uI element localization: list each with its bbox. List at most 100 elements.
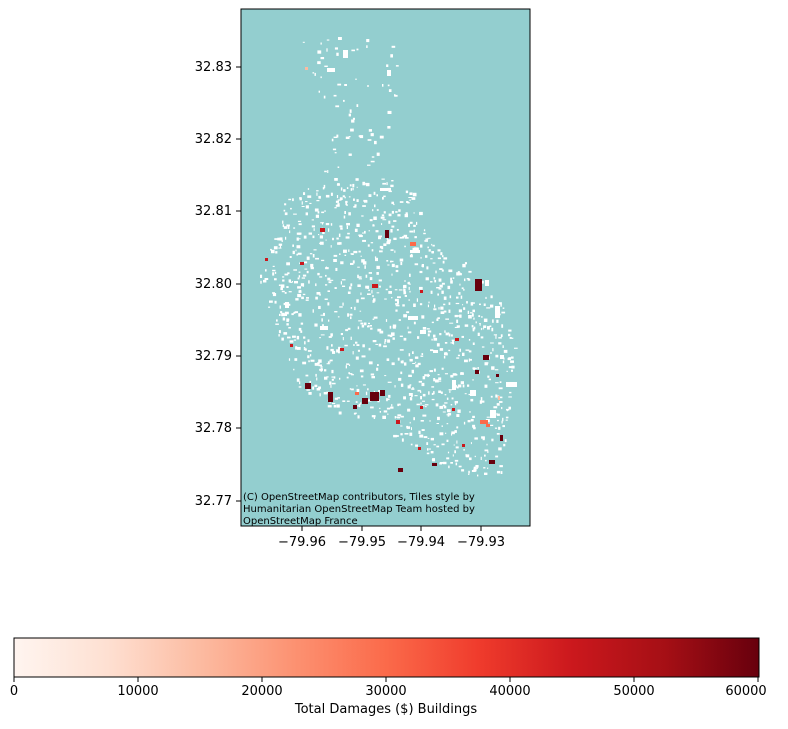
building	[408, 197, 413, 198]
building	[324, 369, 327, 372]
building	[415, 247, 419, 251]
building	[471, 325, 474, 328]
building	[443, 405, 447, 409]
building	[393, 327, 396, 329]
building	[439, 348, 444, 351]
y-tick-label: 32.78	[195, 421, 232, 436]
building	[486, 307, 491, 309]
building	[315, 296, 318, 300]
building	[305, 201, 308, 203]
building	[496, 470, 501, 474]
building	[364, 322, 367, 326]
building	[350, 283, 353, 287]
building	[436, 287, 440, 289]
building	[433, 308, 437, 311]
building	[452, 373, 457, 376]
building	[445, 332, 449, 336]
building	[353, 198, 355, 201]
building	[431, 398, 435, 401]
building	[362, 232, 364, 234]
building	[327, 170, 329, 173]
building	[325, 284, 328, 286]
building	[493, 406, 498, 409]
building	[386, 407, 391, 410]
building	[329, 360, 331, 363]
building	[356, 388, 360, 392]
building	[394, 298, 399, 302]
building	[328, 319, 330, 322]
building	[303, 235, 307, 239]
building	[308, 360, 310, 363]
building	[390, 260, 392, 263]
building	[420, 330, 426, 334]
building	[316, 200, 320, 202]
building	[320, 42, 322, 45]
building	[312, 309, 314, 313]
building	[391, 180, 394, 182]
building	[315, 283, 317, 287]
building	[281, 239, 283, 242]
building	[409, 221, 413, 224]
building	[294, 281, 298, 284]
building	[387, 264, 390, 266]
building	[414, 395, 418, 397]
building	[358, 234, 362, 236]
building	[393, 203, 395, 206]
building	[284, 212, 288, 216]
building	[456, 414, 460, 417]
building	[326, 39, 330, 41]
building	[420, 396, 422, 400]
building	[324, 65, 328, 67]
building	[444, 352, 448, 355]
building	[502, 307, 505, 309]
damaged-building	[370, 392, 379, 401]
building	[419, 303, 423, 306]
building	[373, 316, 378, 319]
building	[495, 455, 499, 458]
building	[354, 412, 357, 414]
building	[465, 349, 470, 351]
building	[499, 401, 503, 403]
building	[292, 335, 296, 338]
building	[453, 444, 455, 446]
building	[343, 99, 345, 102]
building	[446, 439, 449, 442]
building	[387, 126, 391, 129]
building	[511, 369, 513, 372]
building	[413, 212, 415, 214]
building	[420, 355, 424, 357]
building	[413, 303, 416, 307]
building	[444, 330, 446, 333]
y-tick-label: 32.77	[195, 494, 232, 509]
damaged-building	[305, 383, 311, 389]
building	[432, 244, 435, 247]
building	[426, 328, 430, 330]
building	[283, 226, 288, 229]
building	[468, 358, 470, 362]
building	[407, 326, 409, 330]
building	[404, 237, 409, 239]
building	[474, 466, 477, 469]
building	[441, 443, 445, 446]
building	[300, 330, 303, 333]
building	[383, 211, 386, 214]
building	[320, 366, 323, 368]
building	[409, 384, 412, 386]
building	[506, 382, 517, 387]
building	[368, 361, 373, 365]
building	[306, 256, 310, 260]
building	[501, 420, 503, 424]
damaged-building	[300, 262, 304, 265]
building	[479, 323, 481, 326]
building	[357, 284, 361, 287]
building	[416, 298, 418, 302]
building	[449, 295, 452, 299]
building	[427, 330, 432, 333]
building	[315, 373, 317, 377]
building	[454, 314, 458, 318]
building	[360, 292, 362, 296]
building	[321, 318, 323, 322]
building	[359, 369, 364, 373]
building	[367, 293, 371, 295]
building	[392, 337, 395, 340]
